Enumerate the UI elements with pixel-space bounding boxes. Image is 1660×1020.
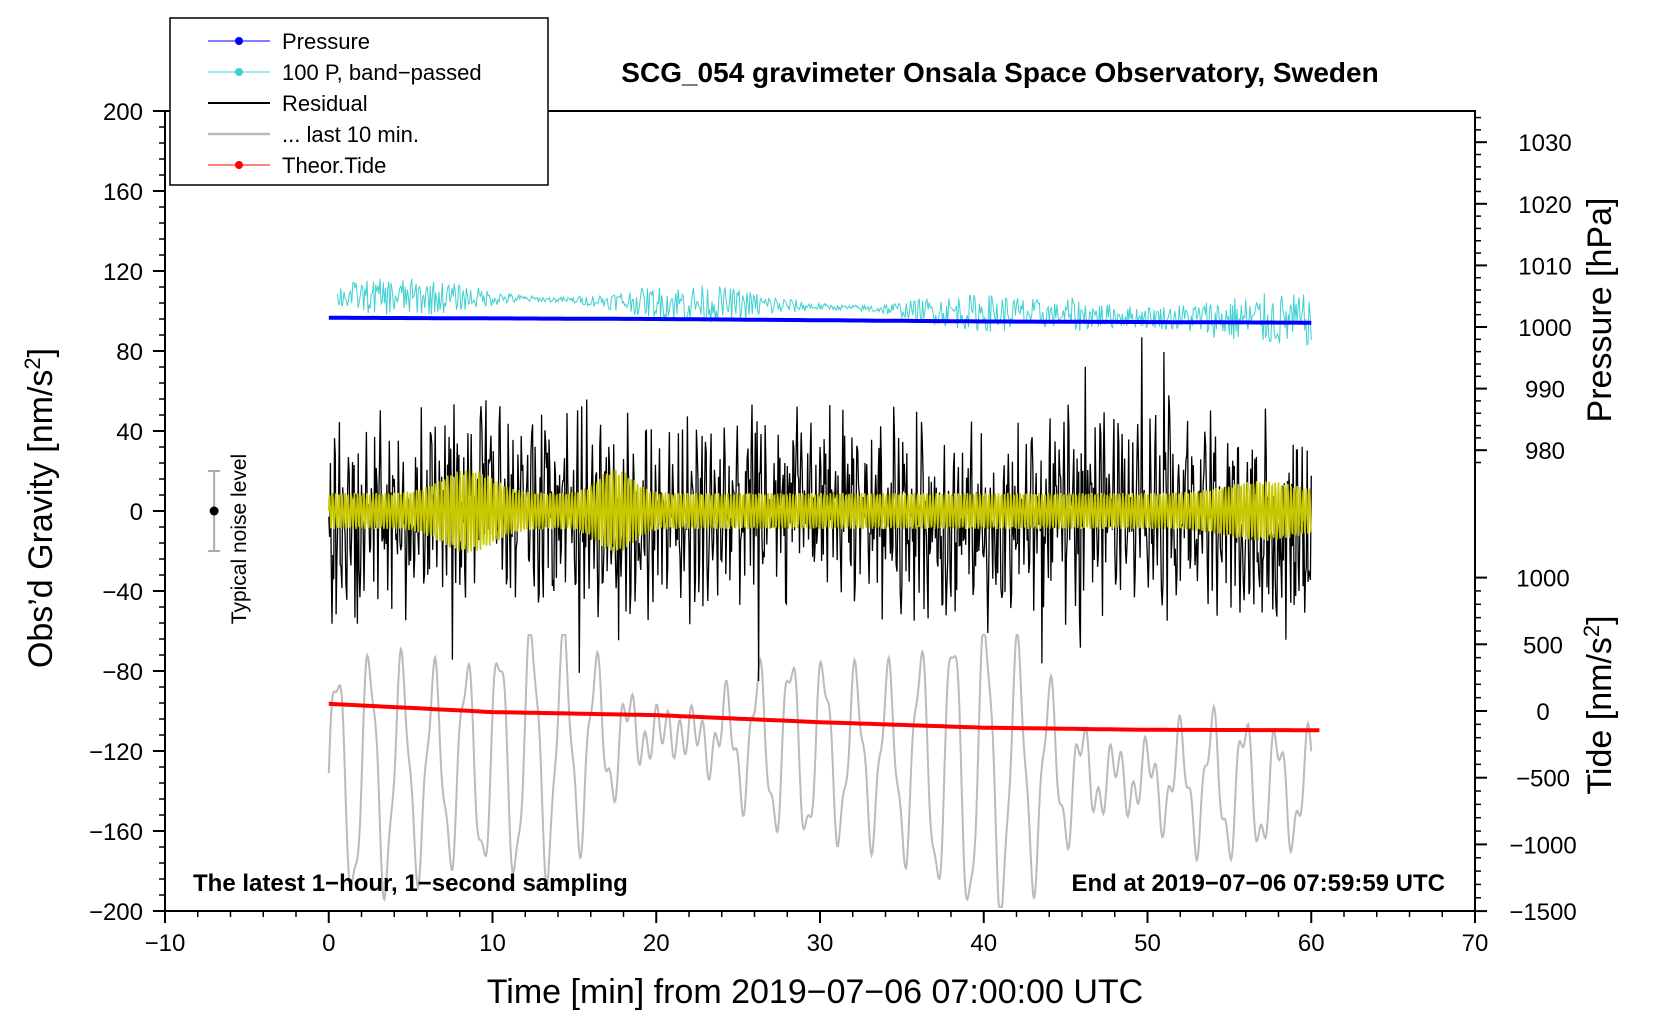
pressure-tick-label: 1010: [1518, 253, 1571, 280]
legend-swatch-marker: [235, 37, 243, 45]
y-tick-label: 120: [103, 259, 143, 286]
x-tick-label: 70: [1462, 930, 1489, 957]
series-pressure-line: [328, 315, 1312, 325]
legend-label: Theor.Tide: [282, 153, 386, 178]
y-tick-label: 40: [116, 419, 143, 446]
y-axis-label: Obs’d Gravity [nm/s2]: [20, 348, 60, 668]
y-tick-label: 80: [116, 339, 143, 366]
x-tick-label: 20: [643, 930, 670, 957]
y-tick-label: −200: [89, 899, 143, 926]
pressure-tick-label: 1020: [1518, 192, 1571, 219]
axes-layer: −10 0 10 20 30 40 50 60 7020016012080400−40−80−1…: [89, 99, 1577, 957]
y-tick-label: −120: [89, 739, 143, 766]
pressure-axis-label: Pressure [hPa]: [1581, 198, 1619, 423]
tide-axis-label: Tide [nm/s2]: [1579, 615, 1619, 794]
pressure-tick-label: 990: [1525, 377, 1565, 404]
x-tick-label: 0: [322, 930, 335, 957]
x-tick-label: 60: [1298, 930, 1325, 957]
y-tick-label: 160: [103, 179, 143, 206]
y-tick-label: −80: [102, 659, 143, 686]
x-tick-label: −10: [145, 930, 186, 957]
tide-tick-label: 1000: [1516, 566, 1569, 593]
noise-level-dot: [209, 506, 219, 516]
legend-swatch-marker: [235, 161, 243, 169]
y-tick-label: 200: [103, 99, 143, 126]
legend-box: [169, 17, 549, 186]
y-tick-label: −40: [102, 579, 143, 606]
legend-label: ... last 10 min.: [282, 122, 419, 147]
tide-tick-label: −500: [1516, 766, 1570, 793]
legend-label: 100 P, band−passed: [282, 60, 482, 85]
y-tick-label: 0: [130, 499, 143, 526]
series-band-passed-line: [337, 278, 1312, 346]
chart-title: SCG_054 gravimeter Onsala Space Observat…: [621, 57, 1378, 88]
x-tick-label: 10: [479, 930, 506, 957]
plot-area: Typical noise level: [208, 278, 1320, 908]
legend: Pressure 100 P, band−passed Residual ... la…: [169, 17, 549, 186]
tide-tick-label: 500: [1523, 632, 1563, 659]
legend-label: Pressure: [282, 29, 370, 54]
noise-level-label: Typical noise level: [228, 454, 251, 624]
footer-right-note: End at 2019−07−06 07:59:59 UTC: [1071, 870, 1445, 897]
x-tick-label: 40: [970, 930, 997, 957]
legend-swatch-marker: [235, 68, 243, 76]
footer-left-note: The latest 1−hour, 1−second sampling: [193, 870, 628, 897]
pressure-tick-label: 1030: [1518, 130, 1571, 157]
legend-label: Residual: [282, 91, 368, 116]
x-tick-label: 50: [1134, 930, 1161, 957]
tide-tick-label: 0: [1536, 699, 1549, 726]
series-last-10-min-line: [327, 634, 1313, 908]
pressure-tick-label: 980: [1525, 438, 1565, 465]
series-theor-tide-line: [328, 701, 1320, 733]
tide-tick-label: −1500: [1509, 899, 1576, 926]
tide-tick-label: −1000: [1509, 832, 1576, 859]
series-residual-smoothed-line: [328, 469, 1313, 553]
y-tick-label: −160: [89, 819, 143, 846]
pressure-tick-label: 1000: [1518, 315, 1571, 342]
x-axis-label: Time [min] from 2019−07−06 07:00:00 UTC: [487, 973, 1143, 1011]
x-tick-label: 30: [807, 930, 834, 957]
